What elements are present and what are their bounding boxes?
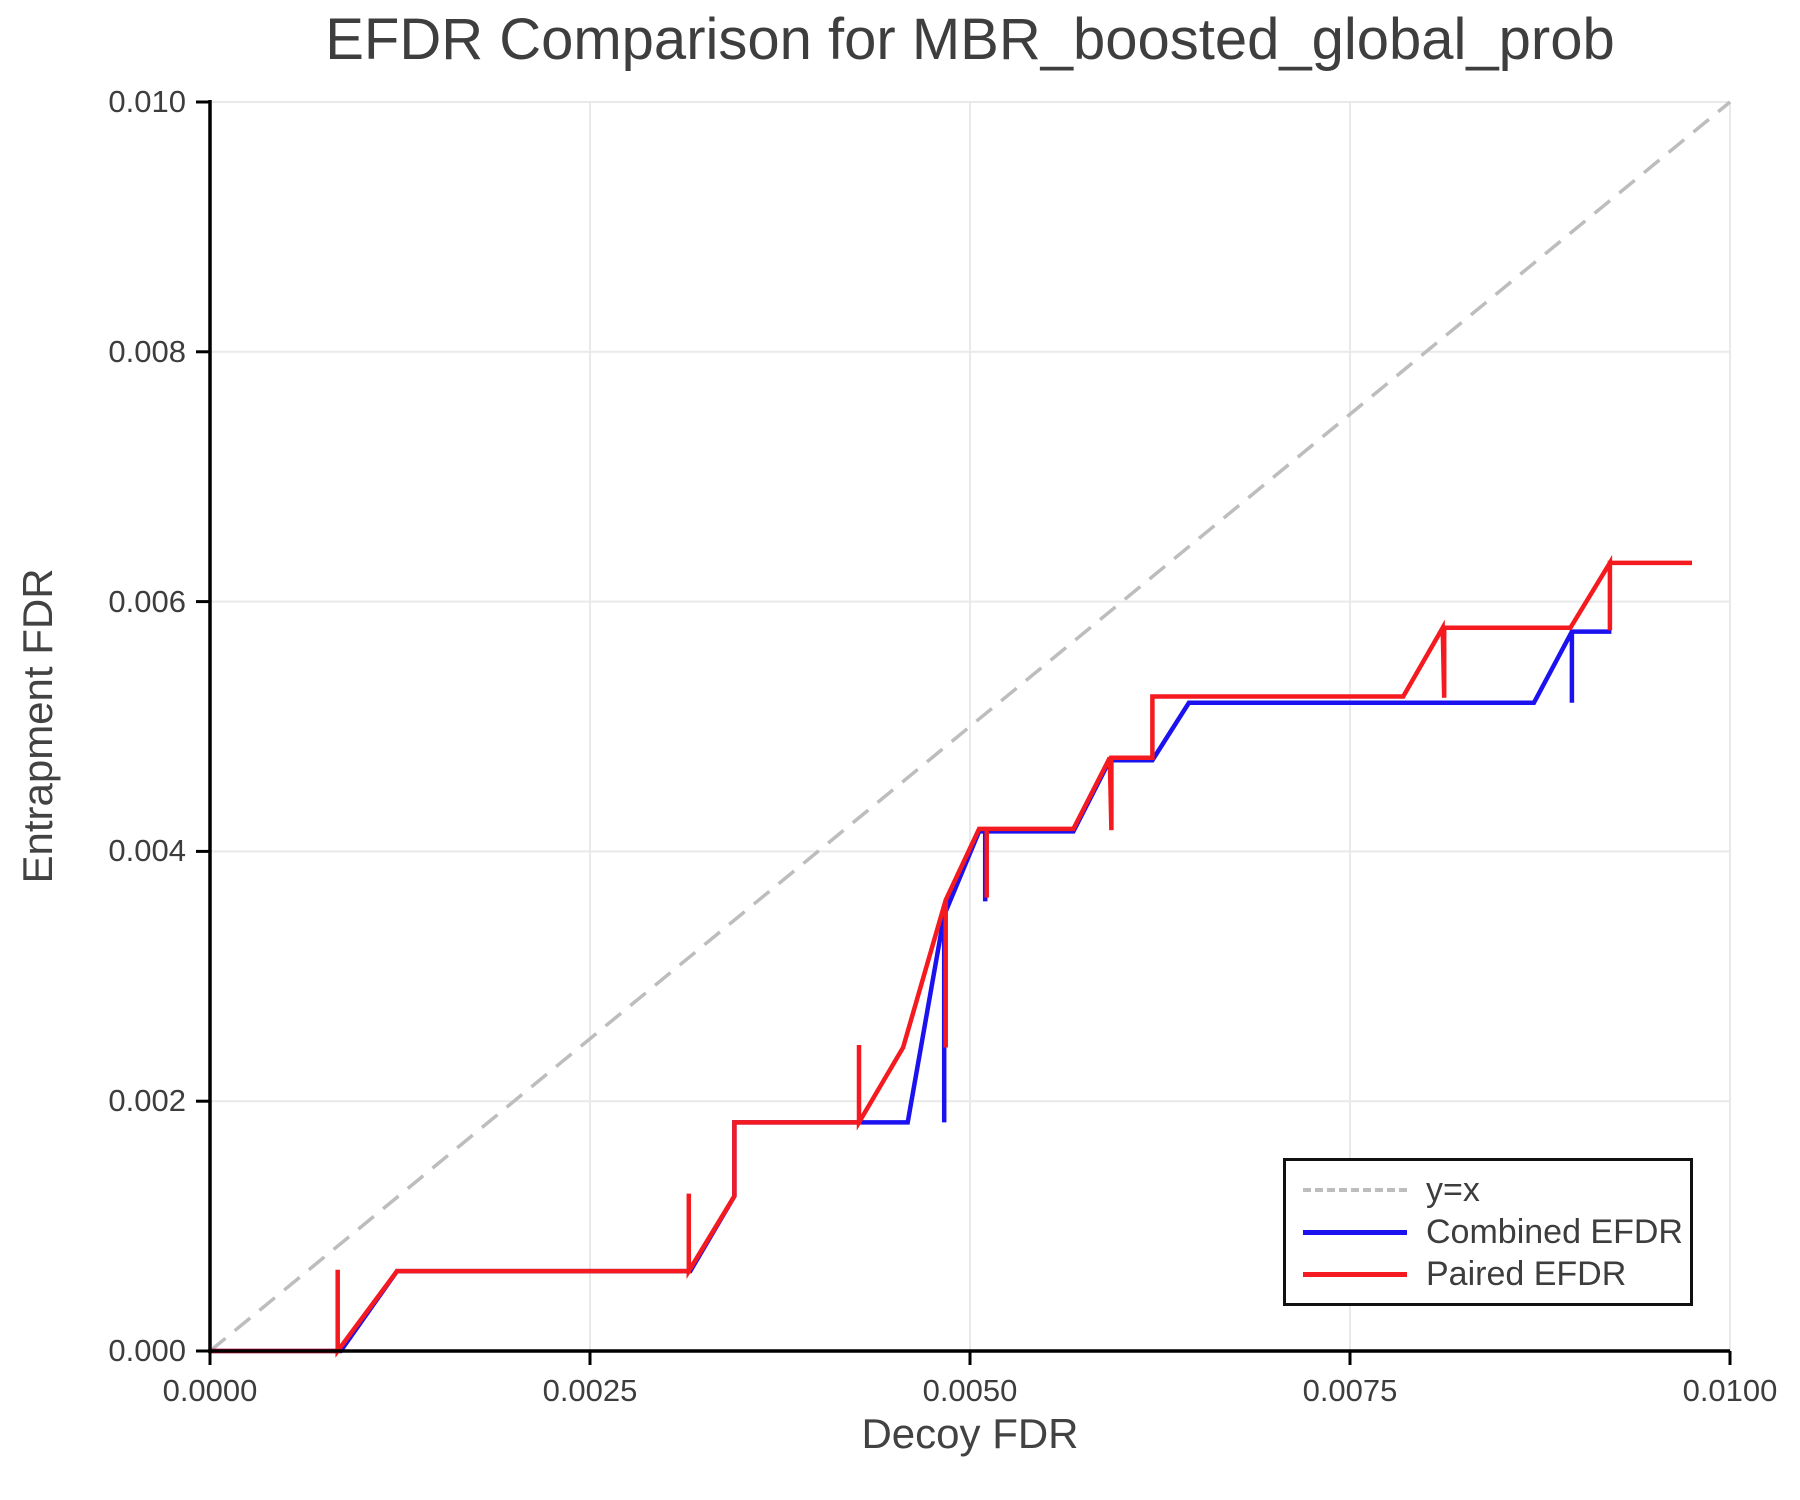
x-axis-label: Decoy FDR bbox=[861, 1410, 1079, 1457]
series-y-x bbox=[208, 100, 1732, 1353]
x-tick-label: 0.0025 bbox=[542, 1373, 638, 1408]
legend-label-yx: y=x bbox=[1426, 1171, 1480, 1209]
combined-efdr-line-sample bbox=[1303, 1229, 1407, 1235]
legend-row-yx: y=x bbox=[1303, 1171, 1690, 1209]
y-tick-label: 0.006 bbox=[108, 583, 186, 619]
y-tick-label: 0.008 bbox=[108, 333, 186, 369]
y-tick-label: 0.002 bbox=[108, 1083, 186, 1119]
x-tick-label: 0.0075 bbox=[1302, 1373, 1398, 1408]
y-tick-label: 0.000 bbox=[108, 1333, 186, 1368]
legend-label-combined-efdr: Combined EFDR bbox=[1426, 1213, 1683, 1251]
series-paired-efdr bbox=[210, 554, 1692, 1358]
x-tick-label: 0.0100 bbox=[1682, 1373, 1778, 1408]
legend-row-paired-efdr: Paired EFDR bbox=[1303, 1255, 1690, 1293]
legend-label-paired-efdr: Paired EFDR bbox=[1426, 1255, 1627, 1293]
y-tick-label: 0.010 bbox=[108, 84, 186, 119]
legend: y=x Combined EFDR Paired EFDR bbox=[1283, 1158, 1693, 1306]
chart-title: EFDR Comparison for MBR_boosted_global_p… bbox=[325, 7, 1615, 72]
x-tick-label: 0.0000 bbox=[162, 1373, 258, 1408]
legend-row-combined-efdr: Combined EFDR bbox=[1303, 1213, 1690, 1251]
yx-dashed-line-sample bbox=[1303, 1188, 1407, 1192]
y-tick-label: 0.004 bbox=[108, 833, 186, 869]
x-tick-label: 0.0050 bbox=[922, 1373, 1018, 1408]
paired-efdr-line-sample bbox=[1303, 1271, 1407, 1277]
